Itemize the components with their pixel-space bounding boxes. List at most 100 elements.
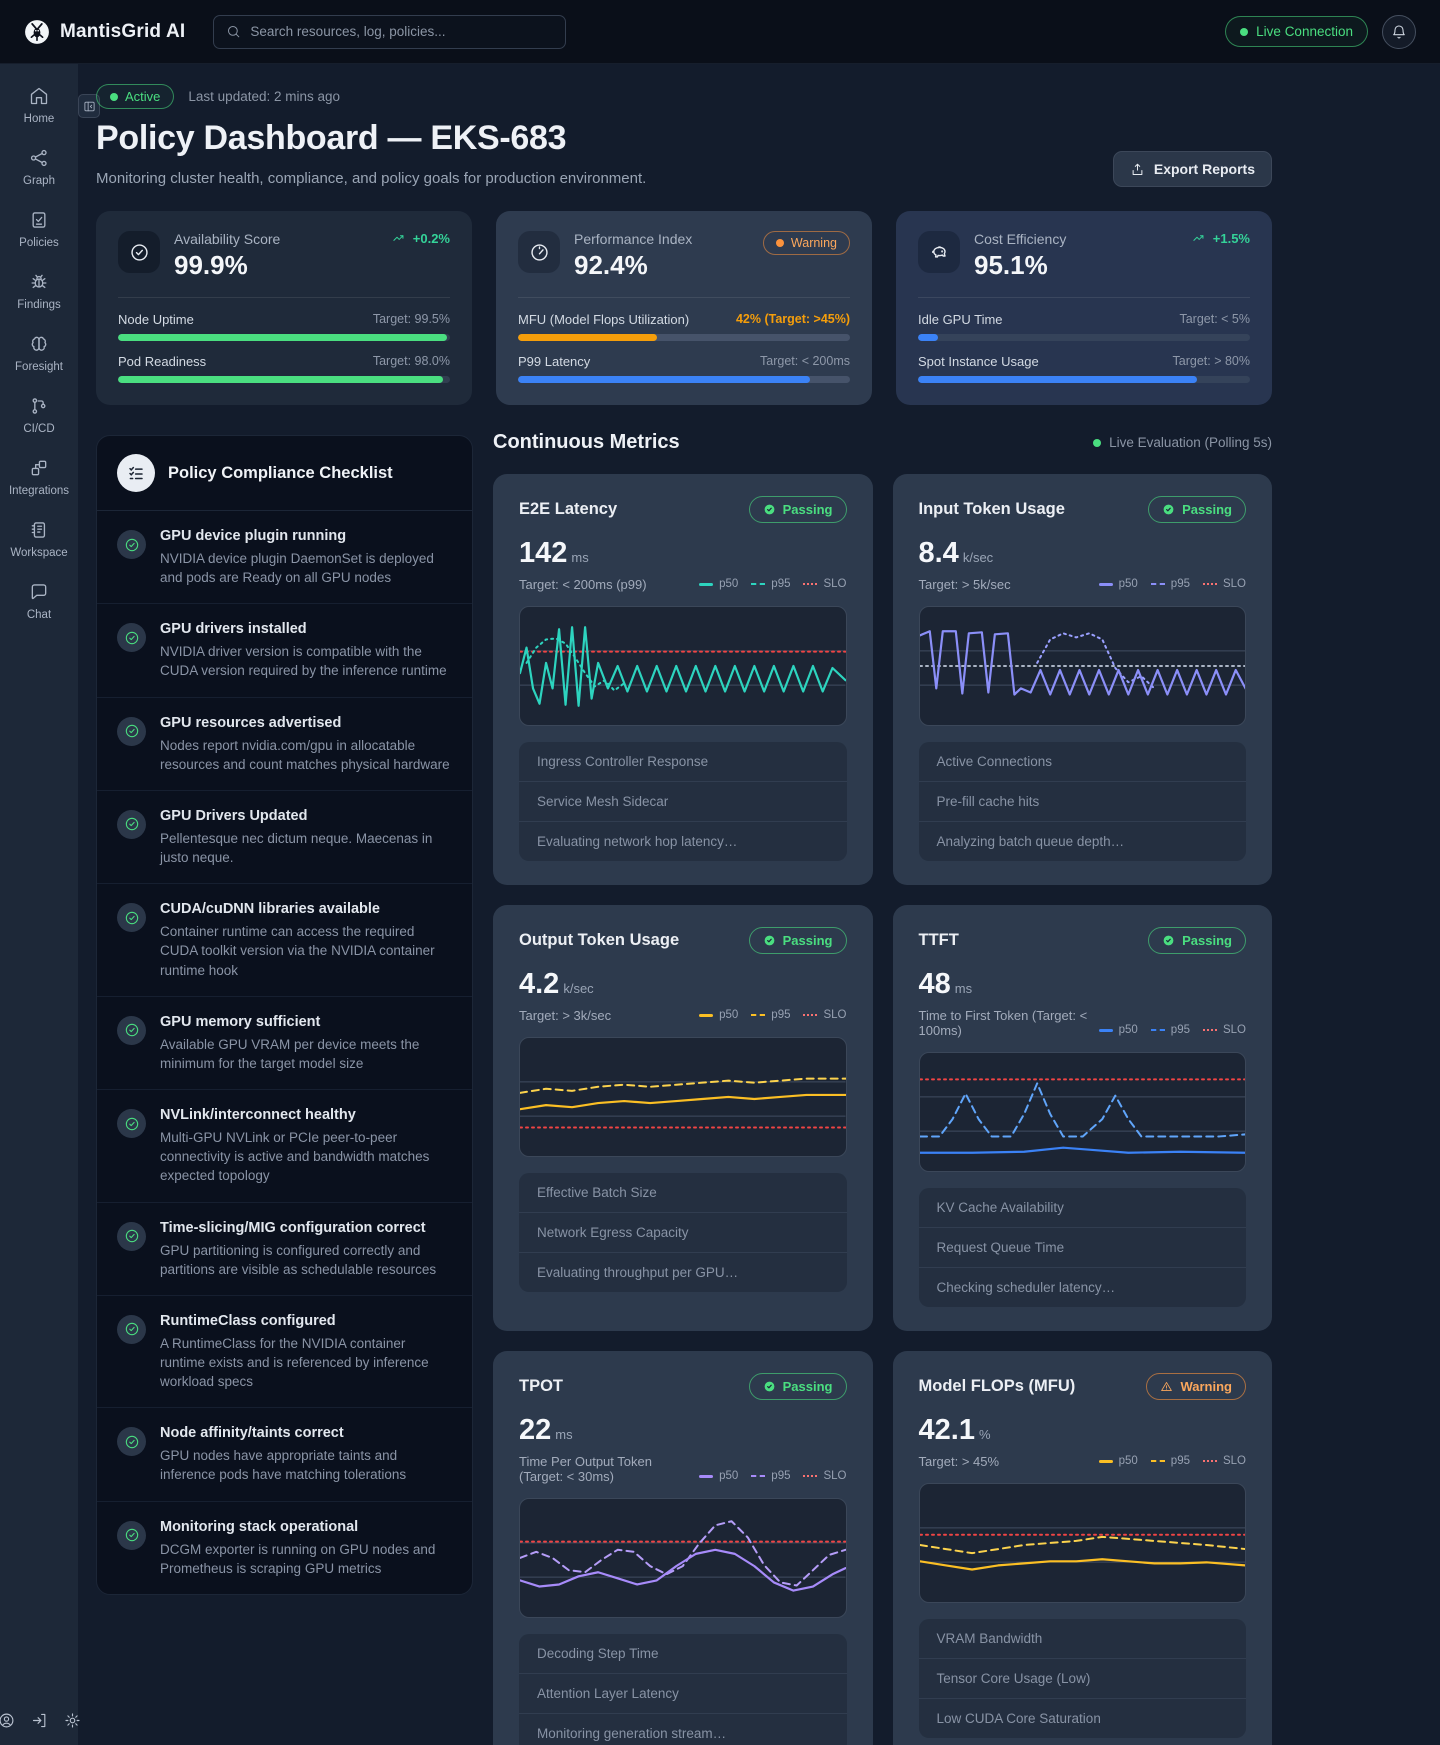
sidebar-item-workspace[interactable]: Workspace	[0, 520, 78, 559]
active-status-badge[interactable]: Active	[96, 84, 175, 109]
sub-metric-row: Attention Layer Latency	[519, 1674, 847, 1714]
sidebar-item-integrations[interactable]: Integrations	[0, 458, 78, 497]
metric-title: Model FLOPs (MFU)	[918, 1377, 1076, 1395]
gauge-icon	[518, 231, 560, 273]
metric-chart	[918, 1483, 1246, 1603]
top-bar: MantisGrid AI Live Connection	[0, 0, 1440, 64]
score-label: Cost Efficiency	[974, 231, 1067, 247]
notifications-button[interactable]	[1382, 14, 1416, 49]
sidebar-item-graph[interactable]: Graph	[0, 148, 78, 187]
checklist-item-description: Available GPU VRAM per device meets the …	[160, 1036, 420, 1071]
metric-sub-panel: Effective Batch Size Network Egress Capac…	[519, 1173, 847, 1292]
metric-chart	[918, 606, 1246, 726]
legend-p50: p50	[1098, 578, 1138, 590]
checklist-item-title: Time-slicing/MIG configuration correct	[160, 1219, 426, 1236]
score-cards-row: Availability Score 99.9% +0.2% Node Upti…	[96, 211, 1272, 405]
checklist-item-description: GPU partitioning is configured correctly…	[160, 1242, 437, 1277]
check-circle-icon	[117, 1109, 146, 1139]
metric-value: 4.2 k/sec	[519, 968, 594, 1000]
check-circle-icon	[117, 1314, 146, 1344]
policy-compliance-checklist: Policy Compliance Checklist GPU device p…	[96, 435, 473, 1595]
checklist-item-description: NVIDIA driver version is compatible with…	[160, 644, 447, 679]
brand: MantisGrid AI	[24, 19, 185, 45]
main-content: Active Last updated: 2 mins ago Policy D…	[78, 64, 1440, 1745]
metric-value: 48 ms	[918, 968, 973, 1000]
policies-icon	[29, 210, 49, 230]
check-circle-icon	[117, 716, 146, 746]
passing-status-badge: Passing	[748, 1373, 847, 1400]
pipeline-icon	[29, 396, 49, 416]
metric-sub-panel: VRAM Bandwidth Tensor Core Usage (Low) Low…	[918, 1619, 1246, 1738]
metric-target: Target: > 5k/sec	[918, 577, 1011, 592]
sidebar-item-findings[interactable]: Findings	[0, 272, 78, 311]
legend-slo: SLO	[1202, 1455, 1246, 1467]
metric-card-tpot: TPOT Passing 22 ms Time Per Output Token (Ta…	[493, 1351, 873, 1745]
sub-metric-row: Decoding Step Time	[519, 1634, 847, 1674]
check-circle-icon	[117, 809, 146, 839]
chart-legend: p50 p95 SLO	[699, 578, 847, 592]
live-connection-label: Live Connection	[1256, 24, 1353, 39]
score-value: 92.4%	[574, 250, 648, 280]
checklist-item: GPU drivers installed NVIDIA driver versi…	[97, 604, 472, 698]
sub-metric-row: Monitoring generation stream…	[537, 1726, 727, 1741]
metric-chart	[519, 1498, 847, 1618]
search-input[interactable]	[250, 24, 554, 39]
check-circle-icon	[117, 530, 146, 559]
passing-status-badge: Passing	[748, 496, 847, 523]
metric-target: Target: > 45%	[918, 1454, 1000, 1469]
metric-chart	[519, 1037, 847, 1157]
section-title: Continuous Metrics	[493, 431, 680, 453]
progress-fill	[118, 376, 444, 383]
checklist-item-title: CUDA/cuDNN libraries available	[160, 901, 380, 918]
metric-card-e2e-latency: E2E Latency Passing 142 ms Target: < 200ms (…	[493, 474, 873, 885]
legend-slo: SLO	[803, 1470, 847, 1482]
sign-out-icon[interactable]	[29, 1710, 50, 1731]
sidebar-item-foresight[interactable]: Foresight	[0, 334, 78, 373]
warning-triangle-icon	[1160, 1380, 1173, 1393]
progress-fill	[918, 376, 1197, 383]
sidebar: Home Graph Policies Findings Foresight C…	[0, 64, 80, 1745]
metric-unit: ms	[954, 981, 973, 996]
chart-legend: p50 p95 SLO	[1098, 578, 1246, 592]
warning-badge: Warning	[762, 231, 850, 255]
live-connection-badge: Live Connection	[1225, 16, 1368, 47]
metric-unit: k/sec	[563, 981, 594, 996]
export-reports-button[interactable]: Export Reports	[1112, 151, 1272, 187]
trending-up-icon	[392, 231, 407, 246]
legend-p50: p50	[1098, 1024, 1138, 1036]
sidebar-item-cicd[interactable]: CI/CD	[0, 396, 78, 435]
sidebar-item-chat[interactable]: Chat	[0, 582, 78, 621]
search-bar[interactable]	[213, 14, 567, 49]
sub-metric-row: Pre-fill cache hits	[918, 782, 1246, 822]
brand-name: MantisGrid AI	[60, 20, 186, 42]
page-header: Active Last updated: 2 mins ago Policy D…	[96, 84, 1272, 187]
checklist-item: Node affinity/taints correct GPU nodes ha…	[97, 1408, 472, 1502]
live-dot-icon	[1240, 27, 1249, 36]
sub-metric-row: Evaluating throughput per GPU…	[537, 1265, 739, 1280]
user-avatar-icon[interactable]	[0, 1710, 17, 1731]
warning-status-badge: Warning	[1146, 1373, 1246, 1400]
page-title: Policy Dashboard — EKS-683	[96, 119, 567, 157]
metric-title: TPOT	[519, 1377, 563, 1395]
shield-check-icon	[1162, 934, 1175, 947]
checklist-item: GPU memory sufficient Available GPU VRAM …	[97, 997, 472, 1091]
checklist-item-title: RuntimeClass configured	[160, 1312, 336, 1329]
sub-metric-row: Checking scheduler latency…	[936, 1280, 1116, 1295]
sidebar-item-home[interactable]: Home	[0, 86, 78, 125]
chart-legend: p50 p95 SLO	[699, 1009, 847, 1023]
check-circle-icon	[117, 1427, 146, 1457]
checklist-item-description: GPU nodes have appropriate taints and in…	[160, 1448, 407, 1483]
score-value: 95.1%	[974, 250, 1048, 280]
checklist-item: RuntimeClass configured A RuntimeClass fo…	[97, 1296, 472, 1409]
last-updated-text: Last updated: 2 mins ago	[188, 89, 341, 104]
check-circle-icon	[117, 1015, 146, 1045]
progress-row: Spot Instance Usage Target: > 80%	[918, 354, 1250, 383]
progress-fill	[918, 334, 938, 341]
progress-row: MFU (Model Flops Utilization) 42% (Target…	[518, 312, 850, 341]
settings-gear-icon[interactable]	[62, 1710, 83, 1731]
metric-title: Input Token Usage	[918, 500, 1065, 518]
legend-p50: p50	[699, 1009, 738, 1021]
chart-legend: p50 p95 SLO	[1098, 1455, 1246, 1469]
sidebar-item-policies[interactable]: Policies	[0, 210, 78, 249]
checklist-item-title: GPU Drivers Updated	[160, 807, 308, 824]
